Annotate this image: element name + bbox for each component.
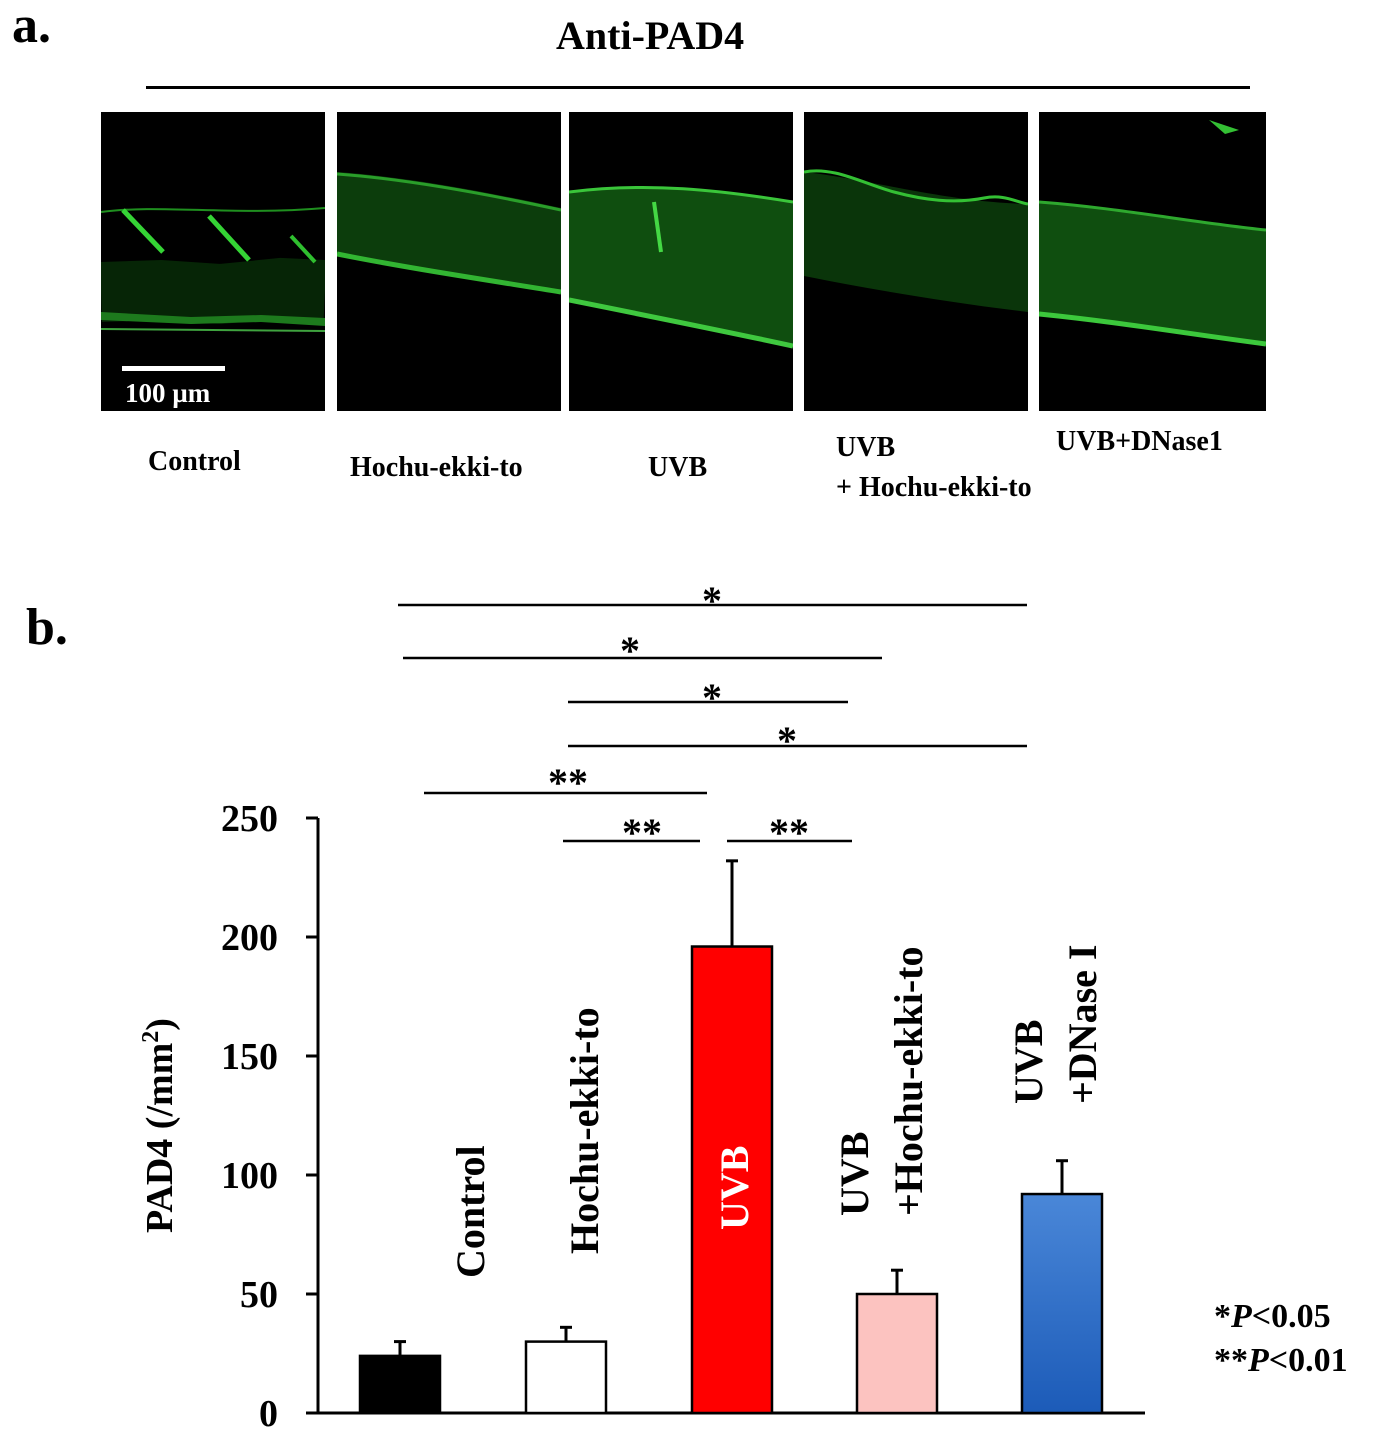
label-control: Control <box>148 446 241 477</box>
scale-bar <box>122 366 225 371</box>
category-label: UVB <box>712 1146 757 1230</box>
significance-marker: ** <box>622 810 662 855</box>
label-uvb-dnase1: UVB+DNase1 <box>1056 426 1223 457</box>
panel-b-letter: b. <box>26 599 68 656</box>
micrograph-uvb-dnase1 <box>1039 112 1266 411</box>
significance-marker: * <box>620 628 640 673</box>
p-legend-line1: *P<0.05 <box>1214 1298 1331 1336</box>
micrograph-hochu-ekki-to <box>337 112 561 411</box>
y-tick-label: 100 <box>221 1155 278 1197</box>
label-uvb-hochu-line1: UVB <box>836 432 896 463</box>
significance-marker: * <box>777 718 797 763</box>
category-label: Control <box>448 1145 493 1278</box>
micrograph-uvb-hochu <box>804 112 1028 411</box>
category-label: UVB <box>832 1132 877 1216</box>
p-legend-value-1: <0.05 <box>1251 1298 1331 1335</box>
bar <box>855 1292 939 1415</box>
bar <box>358 1354 442 1415</box>
p-legend-value-2: <0.01 <box>1268 1342 1348 1379</box>
significance-marker: ** <box>548 760 588 805</box>
p-legend-line2: **P<0.01 <box>1214 1342 1348 1380</box>
significance-marker: ** <box>769 810 809 855</box>
bar <box>1020 1192 1104 1415</box>
micrograph-uvb <box>569 112 793 411</box>
label-hochu-ekki-to: Hochu-ekki-to <box>350 452 523 483</box>
p-legend-stars-1: * <box>1214 1298 1231 1335</box>
scale-bar-label: 100 µm <box>125 378 211 408</box>
micrograph-control: 100 µm <box>101 112 325 411</box>
y-tick-label: 250 <box>221 798 278 840</box>
significance-marker: * <box>702 578 722 623</box>
p-legend-p-1: P <box>1231 1298 1252 1335</box>
significance-marker: * <box>702 675 722 720</box>
y-axis-label: PAD4 (/mm2) <box>138 1018 181 1233</box>
p-legend-p-2: P <box>1248 1342 1269 1379</box>
label-uvb-hochu-line2: + Hochu-ekki-to <box>836 472 1032 503</box>
category-label: +DNase I <box>1060 945 1105 1104</box>
bar <box>524 1340 608 1415</box>
y-tick-label: 200 <box>221 917 278 959</box>
bar <box>690 945 774 1415</box>
y-tick-label: 50 <box>240 1274 278 1316</box>
label-uvb: UVB <box>648 452 708 483</box>
p-legend-stars-2: ** <box>1214 1342 1248 1379</box>
panel-a-title: Anti-PAD4 <box>556 13 745 58</box>
title-underline <box>146 86 1250 89</box>
category-label: UVB <box>1006 1020 1051 1104</box>
category-label: +Hochu-ekki-to <box>886 947 931 1216</box>
y-tick-label: 150 <box>221 1036 278 1078</box>
category-label: Hochu-ekki-to <box>562 1007 607 1254</box>
panel-a-letter: a. <box>12 0 51 54</box>
y-tick-label: 0 <box>259 1393 278 1435</box>
